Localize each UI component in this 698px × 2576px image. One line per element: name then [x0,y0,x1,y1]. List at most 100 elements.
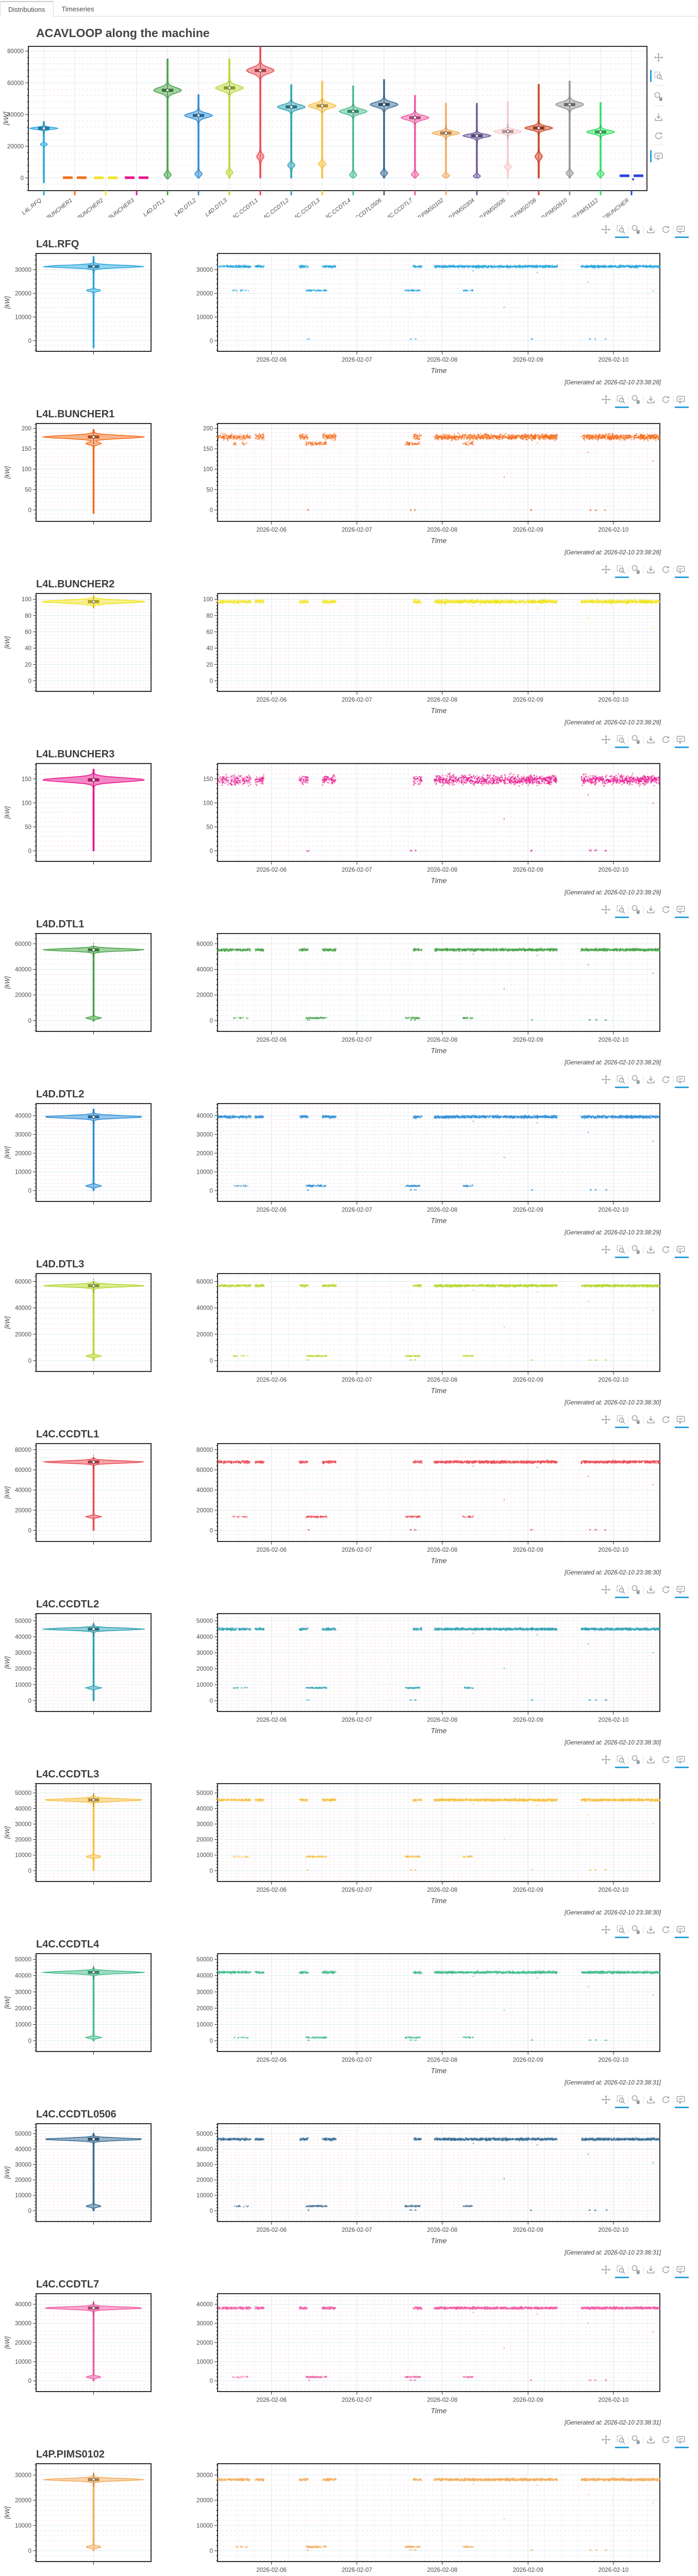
section-L4P.PIMS0102: L4P.PIMS0102 0 10000 20000 30000 [kW] 0 10000 20… [0,2428,698,2576]
save-tool-button[interactable] [647,1075,655,1083]
hover-tool-button[interactable] [675,1416,689,1428]
wheel-zoom-tool-button[interactable] [631,225,640,234]
save-tool-button[interactable] [647,1925,655,1934]
reset-tool-button[interactable] [662,225,670,233]
pan-tool-button[interactable] [601,735,611,744]
save-tool-button[interactable] [655,113,662,121]
pan-tool-button[interactable] [601,1075,611,1084]
reset-tool-button[interactable] [662,1245,670,1253]
svg-text:0: 0 [28,1018,31,1024]
pan-tool-button[interactable] [601,565,611,574]
save-tool-button[interactable] [647,1755,655,1764]
reset-tool-button[interactable] [662,735,670,743]
reset-tool-button[interactable] [662,1585,670,1594]
pan-tool-button[interactable] [601,1245,611,1255]
wheel-zoom-tool-button[interactable] [631,2095,640,2105]
wheel-zoom-tool-button[interactable] [631,1925,640,1935]
wheel-zoom-tool-button[interactable] [631,1755,640,1765]
reset-tool-button[interactable] [662,2435,670,2444]
reset-tool-button[interactable] [662,2265,670,2274]
hover-tool-button[interactable] [675,396,689,408]
pan-tool-button[interactable] [601,1925,611,1935]
reset-tool-button[interactable] [662,1925,670,1934]
wheel-zoom-tool-button[interactable] [654,92,663,101]
pan-tool-button[interactable] [654,53,663,62]
reset-tool-button[interactable] [662,1075,670,1083]
box-zoom-tool-button[interactable] [615,2435,629,2448]
save-tool-button[interactable] [647,905,655,913]
box-zoom-tool-button[interactable] [615,735,629,748]
hover-tool-button[interactable] [675,1756,689,1768]
hover-tool-button[interactable] [675,2266,689,2278]
box-zoom-tool-button[interactable] [615,1755,629,1768]
wheel-zoom-tool-button[interactable] [631,395,640,404]
pan-tool-button[interactable] [601,1755,611,1765]
pan-tool-button[interactable] [601,2265,611,2275]
hover-tool-button[interactable] [675,2096,689,2108]
reset-tool-button[interactable] [662,2095,670,2104]
pan-tool-button[interactable] [601,225,611,234]
pan-tool-button[interactable] [601,2435,611,2445]
box-zoom-tool-button[interactable] [615,225,629,238]
box-zoom-tool-button[interactable] [650,70,663,82]
hover-tool-button[interactable] [675,566,689,578]
hover-tool-button[interactable] [675,736,689,748]
hover-tool-button[interactable] [675,1076,689,1088]
pan-tool-button[interactable] [601,1415,611,1425]
save-tool-button[interactable] [647,2095,655,2104]
wheel-zoom-tool-button[interactable] [631,1075,640,1084]
save-tool-button[interactable] [647,1585,655,1594]
save-tool-button[interactable] [647,565,655,573]
hover-tool-button[interactable] [675,1246,689,1258]
pan-tool-button[interactable] [601,395,611,404]
reset-tool-button[interactable] [662,905,670,913]
box-zoom-tool-button[interactable] [615,1075,629,1088]
reset-tool-button[interactable] [655,131,662,140]
tab-distributions[interactable]: Distributions [0,1,54,16]
wheel-zoom-tool-button[interactable] [631,735,640,744]
hover-tool-button[interactable] [675,2436,689,2448]
wheel-zoom-tool-button[interactable] [631,905,640,914]
plot-frame [217,1273,660,1372]
wheel-zoom-tool-button[interactable] [631,565,640,574]
box-zoom-tool-button[interactable] [615,1585,629,1598]
save-tool-button[interactable] [647,395,655,403]
save-tool-button[interactable] [647,1245,655,1253]
hover-tool-button[interactable] [675,906,689,918]
box-zoom-tool-button[interactable] [615,395,629,408]
tab-timeseries[interactable]: Timeseries [61,5,94,13]
wheel-zoom-tool-button[interactable] [631,2265,640,2275]
hover-tool-button[interactable] [675,1586,689,1598]
box-zoom-tool-button[interactable] [615,2095,629,2108]
pan-tool-button[interactable] [601,905,611,914]
svg-text:20000: 20000 [196,1666,213,1672]
box-zoom-tool-button[interactable] [615,905,629,918]
box-zoom-tool-button[interactable] [615,1245,629,1258]
wheel-zoom-tool-button[interactable] [631,2435,640,2445]
wheel-zoom-tool-button[interactable] [631,1415,640,1425]
save-tool-button[interactable] [647,225,655,233]
box-zoom-tool-button[interactable] [615,1415,629,1428]
box-zoom-tool-button[interactable] [615,1925,629,1938]
hover-tool-button[interactable] [675,1926,689,1938]
box-zoom-tool-button[interactable] [615,2265,629,2278]
time-tick-label: 2026-02-07 [342,1037,372,1043]
hover-tool-button[interactable] [650,150,663,162]
reset-tool-button[interactable] [662,1755,670,1764]
reset-tool-button[interactable] [662,395,670,403]
save-tool-button[interactable] [647,2265,655,2274]
svg-text:30000: 30000 [15,267,31,273]
pan-tool-button[interactable] [601,2095,611,2105]
svg-text:50: 50 [25,487,31,493]
save-tool-button[interactable] [647,2435,655,2444]
box-zoom-tool-button[interactable] [615,565,629,578]
reset-tool-button[interactable] [662,565,670,573]
reset-tool-button[interactable] [662,1415,670,1423]
wheel-zoom-tool-button[interactable] [631,1245,640,1255]
wheel-zoom-tool-button[interactable] [631,1585,640,1595]
svg-text:200: 200 [203,426,213,432]
save-tool-button[interactable] [647,735,655,743]
pan-tool-button[interactable] [601,1585,611,1595]
hover-tool-button[interactable] [675,226,689,238]
save-tool-button[interactable] [647,1415,655,1423]
